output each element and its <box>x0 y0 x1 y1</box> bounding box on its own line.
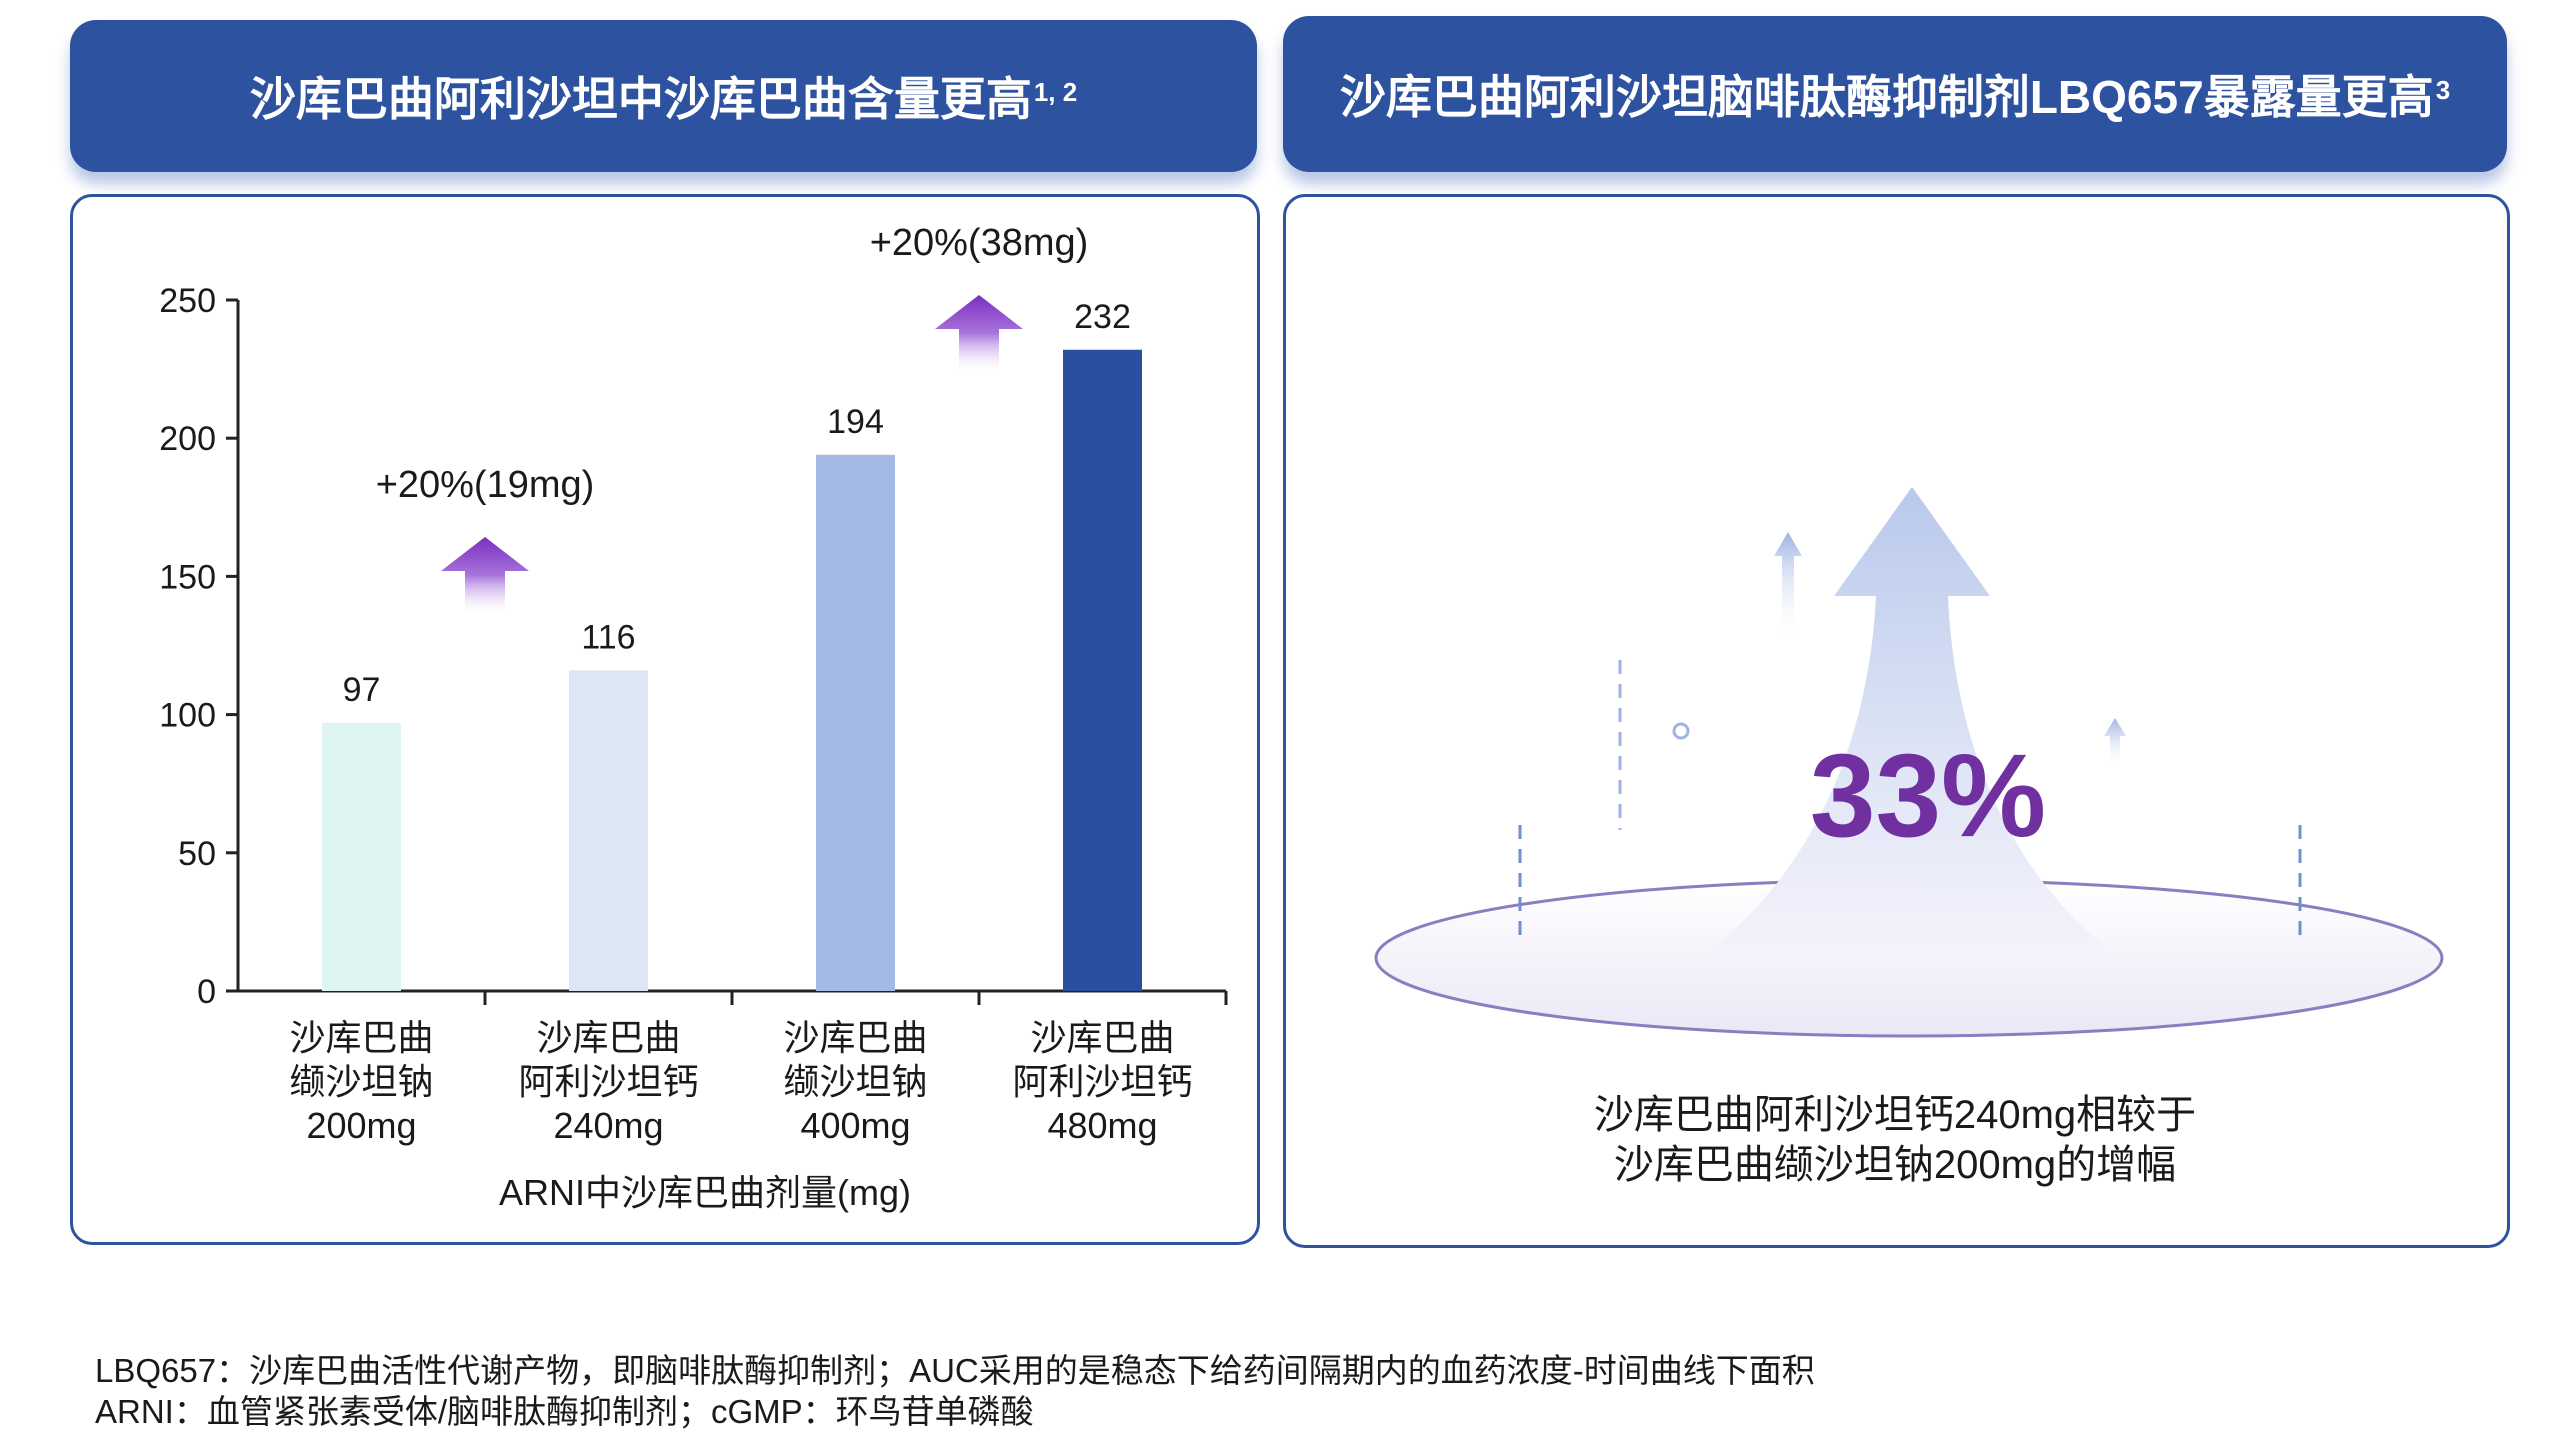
x-axis-label: ARNI中沙库巴曲剂量(mg) <box>499 1172 911 1213</box>
right-header-reference: 3 <box>2435 74 2451 105</box>
x-category-label: 沙库巴曲 <box>1030 1017 1174 1058</box>
big-up-arrow-icon <box>1710 487 2110 950</box>
x-category-label: 480mg <box>1047 1105 1157 1146</box>
bar-value-label: 116 <box>581 618 635 656</box>
x-category-label: 缬沙坦钠 <box>783 1061 927 1102</box>
y-tick-label: 250 <box>159 282 216 320</box>
y-tick-label: 0 <box>197 973 216 1011</box>
y-tick-label: 150 <box>159 558 216 596</box>
left-header-reference: 1, 2 <box>1033 76 1078 107</box>
increase-annotation: +20%(38mg) <box>870 222 1089 264</box>
left-chart-panel <box>70 194 1260 1245</box>
x-category-label: 沙库巴曲 <box>783 1017 927 1058</box>
footnotes: LBQ657：沙库巴曲活性代谢产物，即脑啡肽酶抑制剂；AUC采用的是稳态下给药间… <box>95 1350 1815 1432</box>
footnote-line-1: LBQ657：沙库巴曲活性代谢产物，即脑啡肽酶抑制剂；AUC采用的是稳态下给药间… <box>95 1352 1815 1389</box>
caption-line-1: 沙库巴曲阿利沙坦钙240mg相较于 <box>1593 1093 2197 1137</box>
caption-line-2: 沙库巴曲缬沙坦钠200mg的增幅 <box>1613 1143 2177 1187</box>
right-header-title: 沙库巴曲阿利沙坦脑啡肽酶抑制剂LBQ657暴露量更高 <box>1339 71 2434 123</box>
y-tick-label: 200 <box>159 420 216 458</box>
bar-value-label: 194 <box>827 403 884 441</box>
x-category-label: 阿利沙坦钙 <box>518 1061 698 1102</box>
bar <box>569 670 648 991</box>
x-category-label: 240mg <box>553 1105 663 1146</box>
x-category-label: 200mg <box>306 1105 416 1146</box>
increase-arrow-icon <box>935 295 1023 371</box>
bar-value-label: 97 <box>343 671 381 709</box>
increase-annotation: +20%(19mg) <box>376 464 595 506</box>
left-header: 沙库巴曲阿利沙坦中沙库巴曲含量更高 1, 2 <box>70 20 1257 172</box>
small-up-arrow-icon <box>1774 532 1802 640</box>
x-category-label: 沙库巴曲 <box>289 1017 433 1058</box>
y-tick-label: 50 <box>178 835 216 873</box>
right-header: 沙库巴曲阿利沙坦脑啡肽酶抑制剂LBQ657暴露量更高 3 <box>1283 16 2507 172</box>
bar <box>322 722 401 991</box>
x-category-label: 阿利沙坦钙 <box>1012 1061 1192 1102</box>
exposure-caption: 沙库巴曲阿利沙坦钙240mg相较于 沙库巴曲缬沙坦钠200mg的增幅 <box>1283 1090 2507 1190</box>
x-category-label: 沙库巴曲 <box>536 1017 680 1058</box>
bar <box>1063 349 1142 991</box>
bar-value-label: 232 <box>1074 298 1131 336</box>
x-category-label: 缬沙坦钠 <box>289 1061 433 1102</box>
x-category-label: 400mg <box>800 1105 910 1146</box>
bar <box>816 454 895 991</box>
y-tick-label: 100 <box>159 697 216 735</box>
exposure-increase-value: 33% <box>1810 730 2046 862</box>
footnote-line-2: ARNI：血管紧张素受体/脑啡肽酶抑制剂；cGMP：环鸟苷单磷酸 <box>95 1393 1034 1430</box>
left-header-title: 沙库巴曲阿利沙坦中沙库巴曲含量更高 <box>249 73 1032 125</box>
decorative-dot <box>1672 722 1690 740</box>
small-up-arrow-icon <box>2104 718 2126 770</box>
increase-arrow-icon <box>441 537 529 613</box>
